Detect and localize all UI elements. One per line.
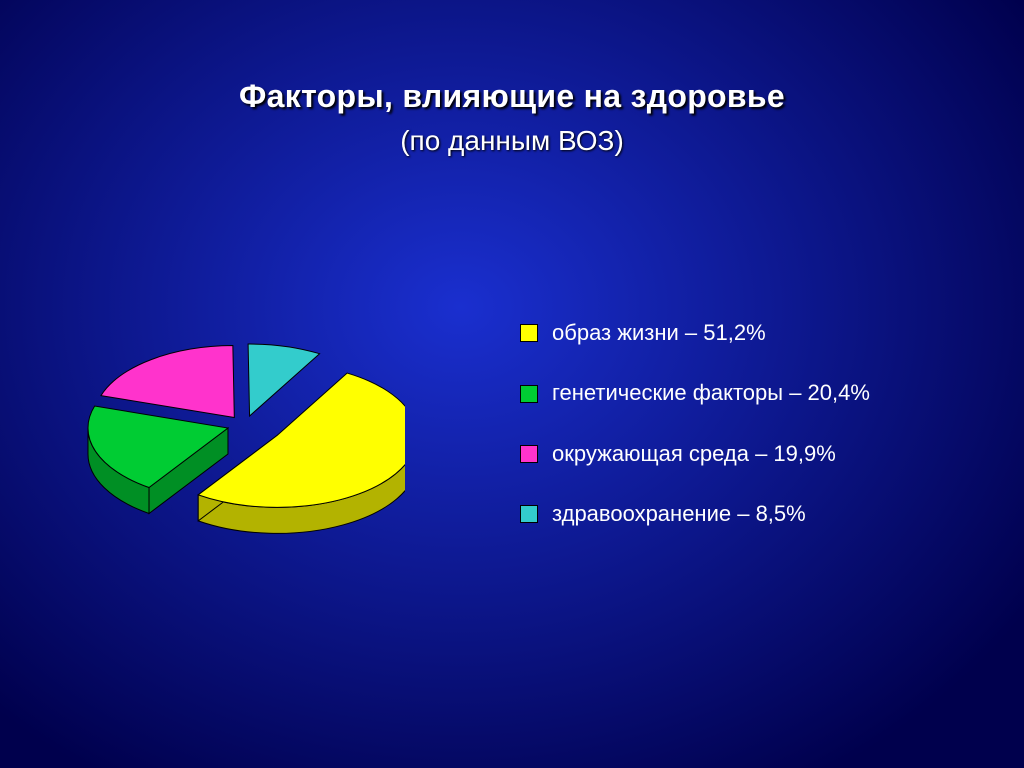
legend-label: генетические факторы – 20,4%	[552, 380, 870, 406]
pie-chart	[85, 335, 405, 535]
legend-swatch	[520, 445, 538, 463]
legend-item: генетические факторы – 20,4%	[520, 380, 870, 406]
title-block: Факторы, влияющие на здоровье (по данным…	[0, 78, 1024, 157]
pie-slice	[248, 344, 319, 416]
legend-label: окружающая среда – 19,9%	[552, 441, 836, 467]
legend-label: здравоохранение – 8,5%	[552, 501, 806, 527]
legend-swatch	[520, 385, 538, 403]
slide-subtitle: (по данным ВОЗ)	[0, 125, 1024, 157]
slide: Факторы, влияющие на здоровье (по данным…	[0, 0, 1024, 768]
slide-title: Факторы, влияющие на здоровье	[0, 78, 1024, 115]
pie-slice	[101, 346, 234, 418]
legend-label: образ жизни – 51,2%	[552, 320, 766, 346]
legend: образ жизни – 51,2% генетические факторы …	[520, 320, 870, 562]
legend-item: окружающая среда – 19,9%	[520, 441, 870, 467]
legend-swatch	[520, 505, 538, 523]
legend-swatch	[520, 324, 538, 342]
legend-item: здравоохранение – 8,5%	[520, 501, 870, 527]
legend-item: образ жизни – 51,2%	[520, 320, 870, 346]
